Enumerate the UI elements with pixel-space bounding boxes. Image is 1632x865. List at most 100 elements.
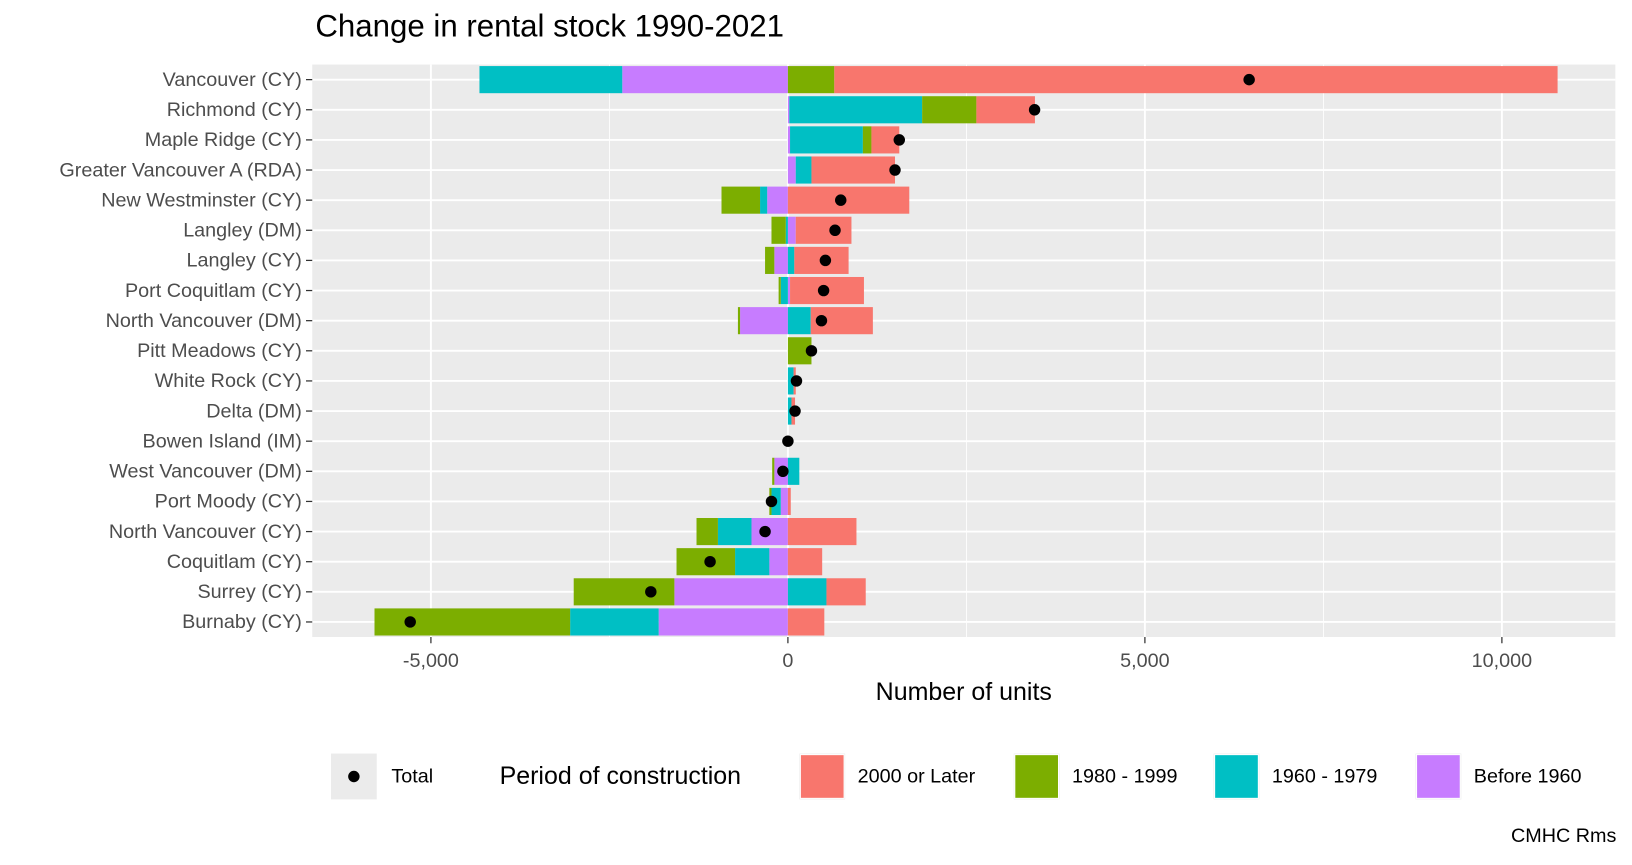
bar-segment (760, 186, 768, 214)
bar-segment (658, 608, 788, 636)
legend-label: Total (391, 766, 433, 788)
y-tick-label: Vancouver (CY) (163, 69, 302, 91)
bar-segment (787, 216, 796, 244)
bar-segment (834, 66, 1558, 94)
bar-segment (922, 96, 977, 124)
y-tick-label: Coquitlam (CY) (167, 551, 302, 573)
x-tick-label: -5,000 (403, 650, 459, 672)
legend-label: 2000 or Later (858, 766, 976, 788)
bar-segment (787, 66, 835, 94)
y-tick-label: North Vancouver (CY) (109, 521, 302, 543)
bar-segment (787, 307, 811, 335)
bars (374, 66, 1558, 636)
bar-segment (740, 307, 788, 335)
y-tick-label: Burnaby (CY) (182, 611, 302, 633)
y-tick-label: New Westminster (CY) (101, 189, 302, 211)
y-tick-label: Langley (DM) (183, 220, 302, 242)
bar-segment (811, 156, 896, 184)
bar-segment (790, 126, 863, 154)
y-tick-label: Langley (CY) (186, 250, 301, 272)
legend-swatch (799, 754, 845, 799)
bar-segment (479, 66, 623, 94)
bar-segment (787, 518, 857, 546)
total-dot (790, 375, 803, 387)
total-dot (765, 495, 778, 508)
total-dot (893, 134, 906, 146)
bar-segment (826, 578, 866, 606)
bar-segment (787, 487, 791, 515)
bar-segment (787, 246, 795, 274)
y-tick-label: West Vancouver (DM) (109, 461, 302, 483)
bar-segment (787, 126, 791, 154)
bar-segment (795, 216, 852, 244)
total-dot (817, 284, 830, 297)
x-axis-title: Number of units (876, 678, 1052, 706)
bar-segment (769, 548, 788, 576)
bar-segment (785, 216, 788, 244)
bar-segment (717, 518, 752, 546)
total-dot (1243, 73, 1255, 86)
legend-dot (348, 770, 360, 783)
x-tick-label: 5,000 (1120, 650, 1169, 672)
total-dot (404, 616, 416, 628)
y-tick-label: Surrey (CY) (197, 581, 301, 603)
x-tick-label: 0 (782, 650, 793, 672)
bar-segment (674, 578, 788, 606)
total-dot (789, 405, 801, 417)
total-dot (835, 194, 847, 206)
legend-label: 1960 - 1979 (1272, 766, 1378, 788)
total-dot (889, 164, 901, 176)
legend-swatch (1416, 754, 1461, 799)
legend-label: 1980 - 1999 (1072, 766, 1178, 788)
y-tick-label: Delta (DM) (206, 400, 302, 422)
bar-segment (721, 186, 761, 214)
bar-segment (696, 518, 718, 546)
bar-segment (767, 186, 788, 214)
y-tick-label: Greater Vancouver A (RDA) (59, 159, 301, 181)
bar-segment (795, 156, 812, 184)
legend-title: Period of construction (500, 762, 742, 790)
y-tick-label: White Rock (CY) (155, 370, 302, 392)
bar-segment (771, 216, 786, 244)
bar-segment (622, 66, 788, 94)
y-tick-label: Port Moody (CY) (155, 491, 302, 513)
y-tick-label: North Vancouver (DM) (106, 310, 302, 332)
legend: 2000 or Later 1980 - 1999 1960 - 1979 Befor… (799, 753, 1582, 800)
total-dot (777, 465, 789, 478)
total-dot (1028, 104, 1041, 116)
bar-segment (570, 608, 659, 636)
x-tick-label: 10,000 (1472, 650, 1532, 672)
y-tick-label: Maple Ridge (CY) (145, 129, 302, 151)
bar-segment (787, 457, 800, 485)
bar-segment (780, 276, 788, 305)
total-dot (782, 435, 794, 447)
bar-segment (772, 457, 775, 485)
bar-segment (787, 186, 910, 214)
y-tick-label: Pitt Meadows (CY) (137, 340, 302, 362)
caption: CMHC Rms (1511, 825, 1617, 847)
bar-segment (737, 307, 741, 335)
bar-segment (778, 276, 781, 305)
bar-segment (374, 608, 571, 636)
y-tick-label: Richmond (CY) (167, 99, 302, 121)
bar-segment (787, 608, 825, 636)
bar-segment (976, 96, 1035, 124)
bar-segment (789, 96, 923, 124)
bar-segment (787, 548, 823, 576)
total-dot (819, 254, 832, 267)
bar-segment (765, 246, 775, 274)
total-dot (645, 586, 657, 598)
bar-segment (573, 578, 675, 606)
legend-swatch (1014, 754, 1060, 799)
total-dot (829, 224, 841, 237)
legend-label: Before 1960 (1474, 766, 1582, 788)
dots (404, 73, 1255, 628)
total-dot (704, 555, 716, 568)
y-tick-label: Port Coquitlam (CY) (125, 280, 302, 302)
bar-segment (787, 276, 791, 305)
legend-swatch (1214, 754, 1259, 799)
bar-segment (787, 96, 790, 124)
bar-segment (787, 337, 812, 365)
total-dot (759, 525, 771, 538)
